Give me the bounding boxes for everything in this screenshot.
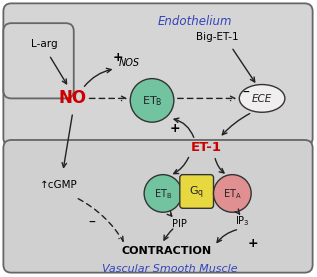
Text: +: +	[247, 237, 258, 250]
Text: G$_\mathregular{q}$: G$_\mathregular{q}$	[189, 184, 204, 201]
Text: –: –	[242, 85, 249, 99]
Circle shape	[130, 79, 174, 122]
Text: CONTRACTION: CONTRACTION	[122, 246, 212, 256]
Text: +: +	[113, 51, 123, 64]
FancyBboxPatch shape	[3, 3, 313, 146]
Text: +: +	[170, 122, 180, 135]
Text: NOS: NOS	[118, 58, 139, 68]
FancyBboxPatch shape	[180, 175, 214, 208]
Ellipse shape	[239, 84, 285, 112]
Text: ET$_\mathregular{B}$: ET$_\mathregular{B}$	[154, 188, 172, 201]
Circle shape	[214, 175, 251, 212]
Text: Endothelium: Endothelium	[158, 15, 232, 28]
Text: L-arg: L-arg	[31, 39, 57, 49]
Text: ET$_\mathregular{A}$: ET$_\mathregular{A}$	[223, 188, 242, 201]
Text: ECE: ECE	[252, 94, 272, 104]
Text: NO: NO	[59, 89, 87, 107]
FancyBboxPatch shape	[3, 23, 74, 98]
Text: PIP: PIP	[172, 219, 187, 229]
FancyBboxPatch shape	[3, 140, 313, 273]
Text: ET-1: ET-1	[191, 141, 222, 154]
Text: ↑cGMP: ↑cGMP	[40, 179, 78, 189]
Text: IP$_3$: IP$_3$	[235, 214, 249, 228]
Text: Big-ET-1: Big-ET-1	[196, 32, 239, 42]
Text: –: –	[89, 216, 95, 230]
Circle shape	[144, 175, 182, 212]
Text: ET$_\mathregular{B}$: ET$_\mathregular{B}$	[142, 94, 162, 108]
Text: Vascular Smooth Muscle: Vascular Smooth Muscle	[102, 264, 238, 274]
